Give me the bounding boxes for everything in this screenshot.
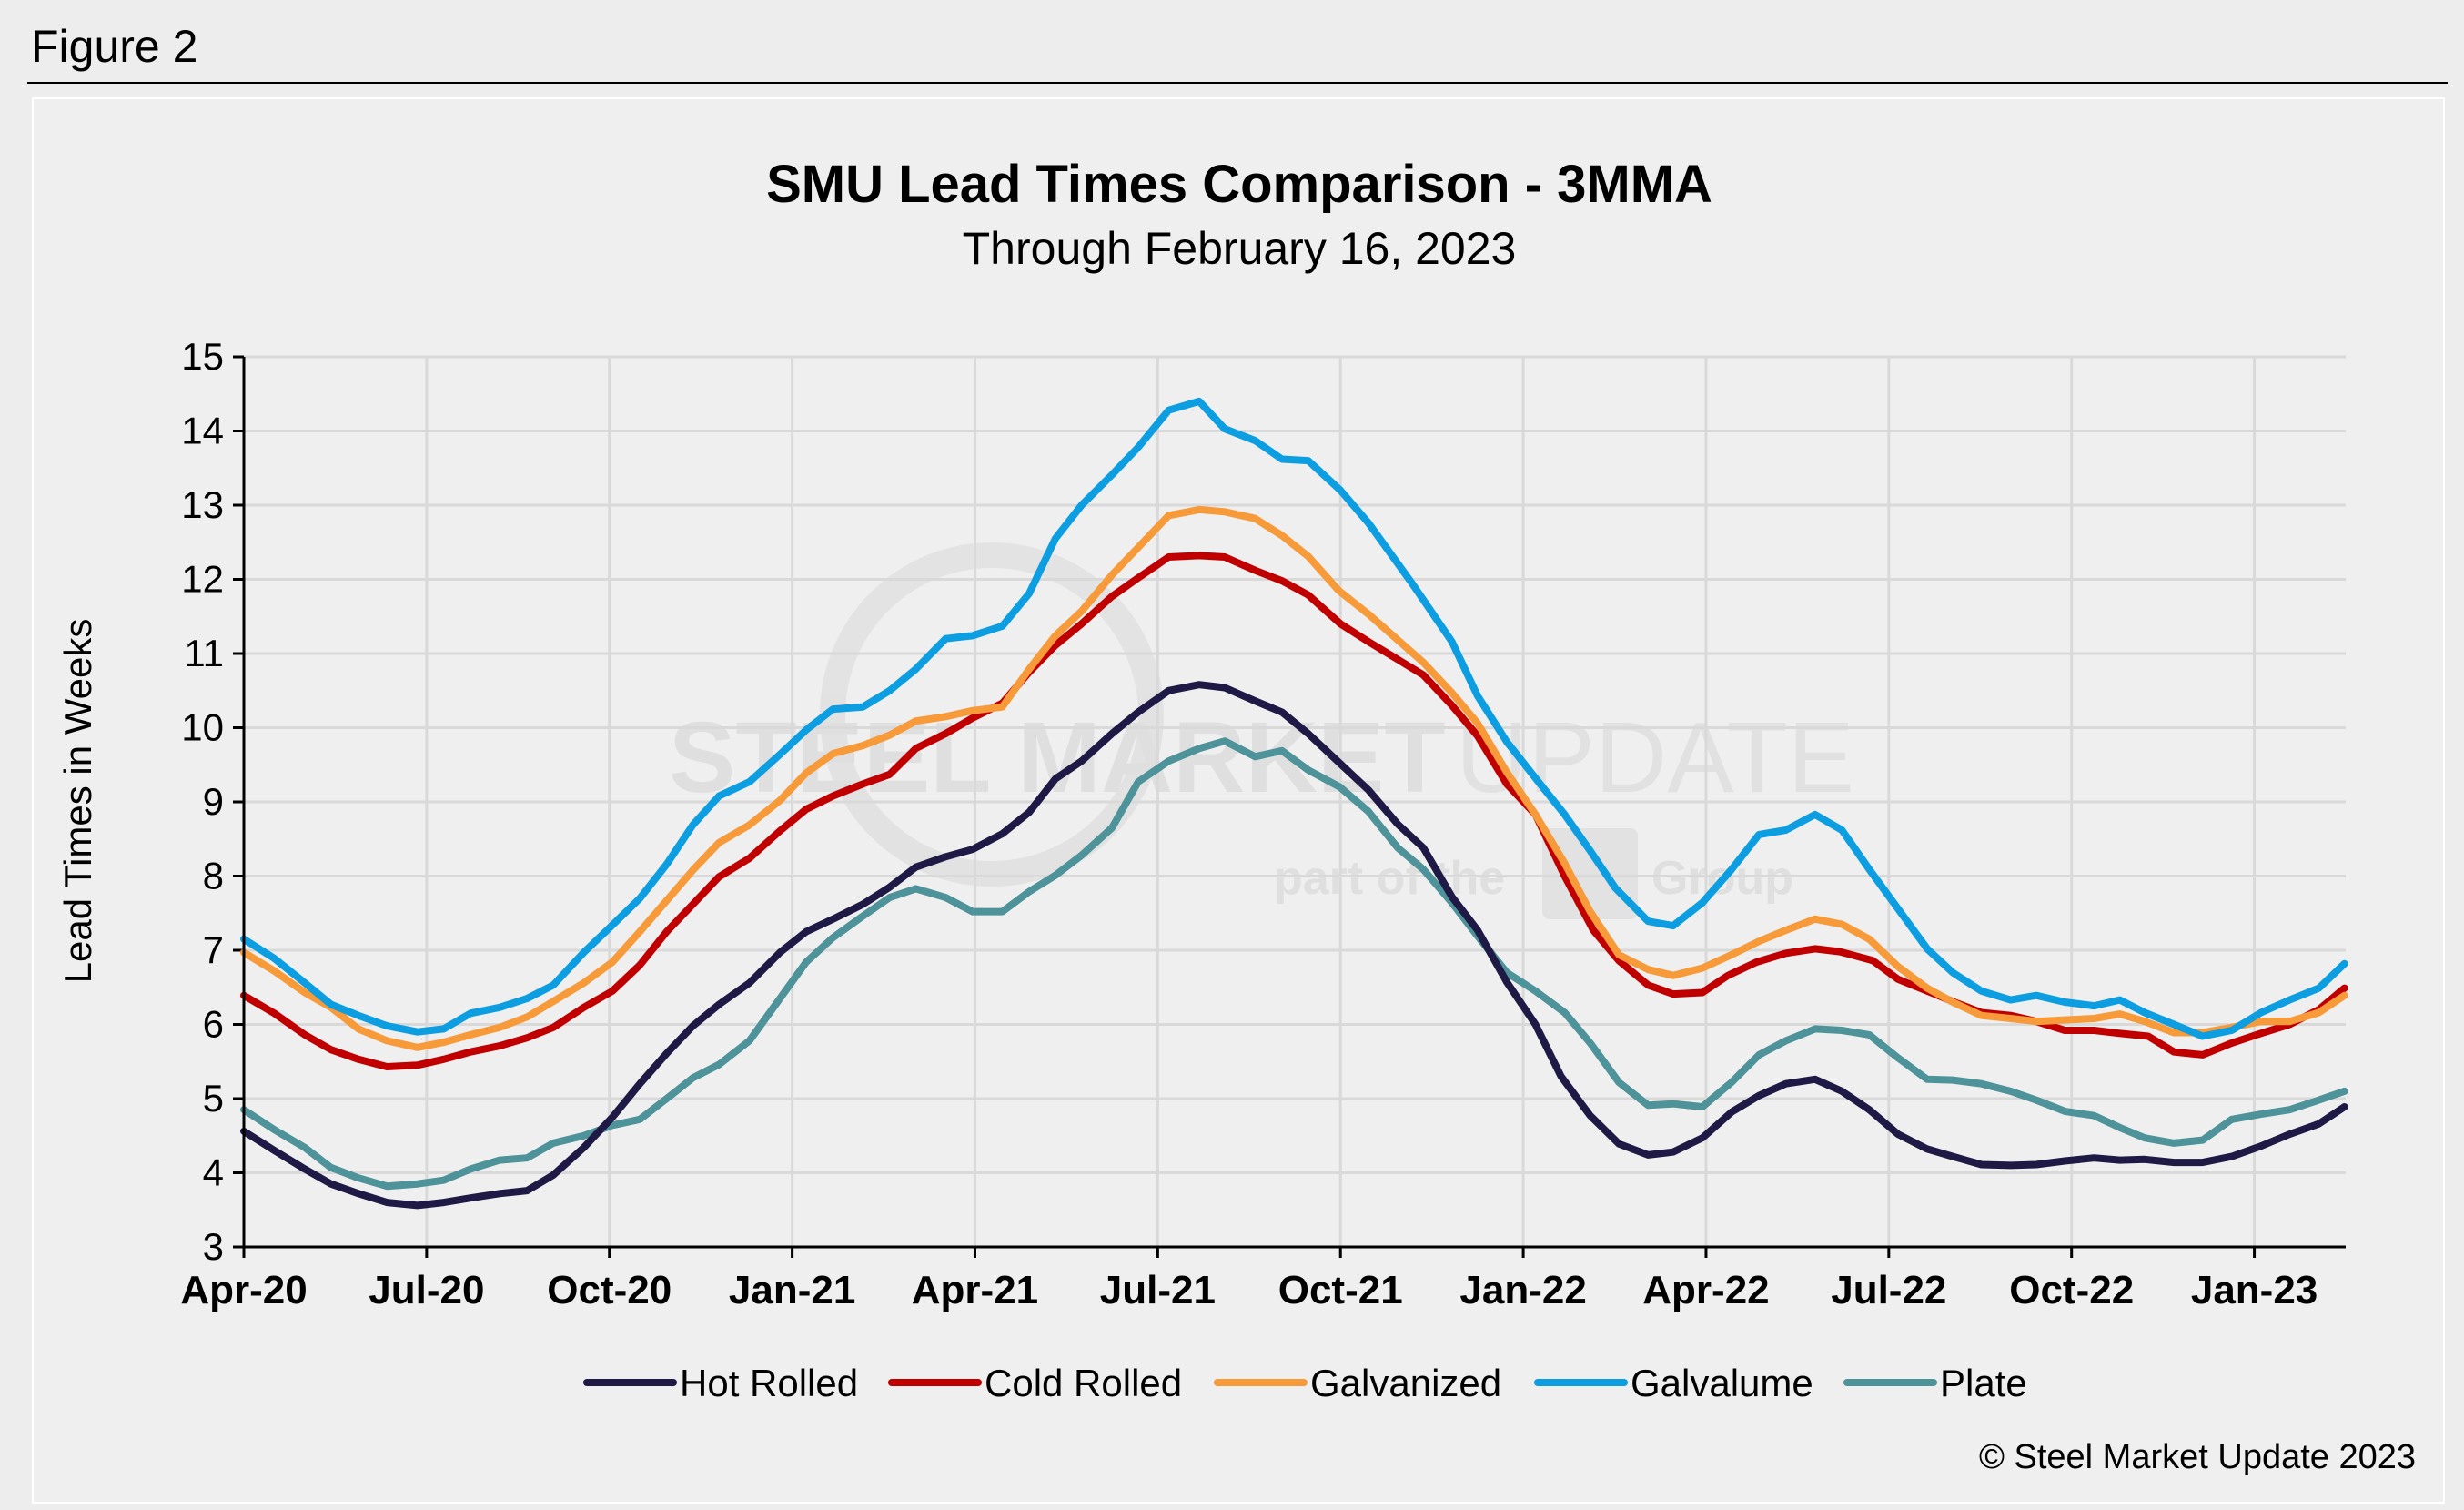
- series-line-hot-rolled: [240, 681, 2348, 1210]
- series-lines: [240, 397, 2348, 1210]
- chart-subtitle: Through February 16, 2023: [963, 223, 1517, 274]
- legend-item-plate: Plate: [1843, 1362, 2027, 1404]
- y-tick-label: 13: [181, 483, 224, 526]
- x-tick-label: Jul-20: [369, 1268, 484, 1312]
- chart-title: SMU Lead Times Comparison - 3MMA: [766, 155, 1712, 214]
- y-tick-label: 10: [181, 706, 224, 749]
- watermark-swoosh-icon: [820, 542, 1164, 887]
- x-tick-label: Oct-20: [547, 1268, 672, 1312]
- y-tick-label: 12: [181, 558, 224, 601]
- x-tick-label: Apr-22: [1642, 1268, 1769, 1312]
- series-line-galvalume: [240, 397, 2348, 1040]
- legend-label: Hot Rolled: [680, 1362, 858, 1404]
- y-axis-ticks: 3 4 5 6 7 8 9 10 11 12 13 14 15: [181, 335, 244, 1268]
- y-axis-title: Lead Times in Weeks: [56, 619, 99, 984]
- legend: Hot Rolled Cold Rolled Galvanized Galvalume…: [583, 1362, 2027, 1404]
- legend-label: Galvalume: [1631, 1362, 1813, 1404]
- legend-label: Galvanized: [1310, 1362, 1501, 1404]
- x-tick-label: Apr-20: [180, 1268, 307, 1312]
- y-tick-label: 5: [203, 1077, 224, 1120]
- legend-item-hot-rolled: Hot Rolled: [583, 1362, 858, 1404]
- x-axis-ticks: Apr-20 Jul-20 Oct-20 Jan-21 Apr-21 Jul-21 Oct-…: [180, 1247, 2318, 1312]
- x-tick-label: Jan-23: [2191, 1268, 2318, 1312]
- y-tick-label: 8: [203, 855, 224, 897]
- y-tick-label: 6: [203, 1003, 224, 1046]
- y-tick-label: 14: [181, 410, 224, 452]
- legend-item-galvalume: Galvalume: [1534, 1362, 1813, 1404]
- y-tick-label: 7: [203, 928, 224, 971]
- series-line-galvanized: [240, 505, 2348, 1051]
- y-tick-label: 3: [203, 1225, 224, 1268]
- x-tick-label: Jul-22: [1831, 1268, 1946, 1312]
- gridlines: [244, 355, 2346, 1249]
- watermark-part-of-the: part of the: [1274, 852, 1505, 905]
- x-tick-label: Oct-22: [2009, 1268, 2134, 1312]
- watermark-logo-icon: [1542, 828, 1638, 919]
- x-tick-label: Jan-21: [729, 1268, 855, 1312]
- x-tick-label: Apr-21: [912, 1268, 1038, 1312]
- legend-label: Cold Rolled: [985, 1362, 1182, 1404]
- y-tick-label: 4: [203, 1151, 224, 1194]
- y-tick-label: 11: [184, 632, 224, 674]
- x-tick-label: Jan-22: [1459, 1268, 1586, 1312]
- legend-item-cold-rolled: Cold Rolled: [888, 1362, 1182, 1404]
- y-tick-label: 9: [203, 780, 224, 823]
- figure-divider: [27, 82, 2448, 84]
- legend-label: Plate: [1940, 1362, 2027, 1404]
- x-tick-label: Jul-21: [1100, 1268, 1216, 1312]
- x-tick-label: Oct-21: [1278, 1268, 1403, 1312]
- figure-label: Figure 2: [31, 21, 198, 72]
- watermark: STEEL MARKET UPDATE part of the Group: [669, 542, 1854, 919]
- y-tick-label: 15: [181, 335, 224, 378]
- watermark-steel-market: STEEL MARKET: [669, 702, 1446, 814]
- copyright-note: © Steel Market Update 2023: [1979, 1438, 2416, 1476]
- legend-item-galvanized: Galvanized: [1214, 1362, 1501, 1404]
